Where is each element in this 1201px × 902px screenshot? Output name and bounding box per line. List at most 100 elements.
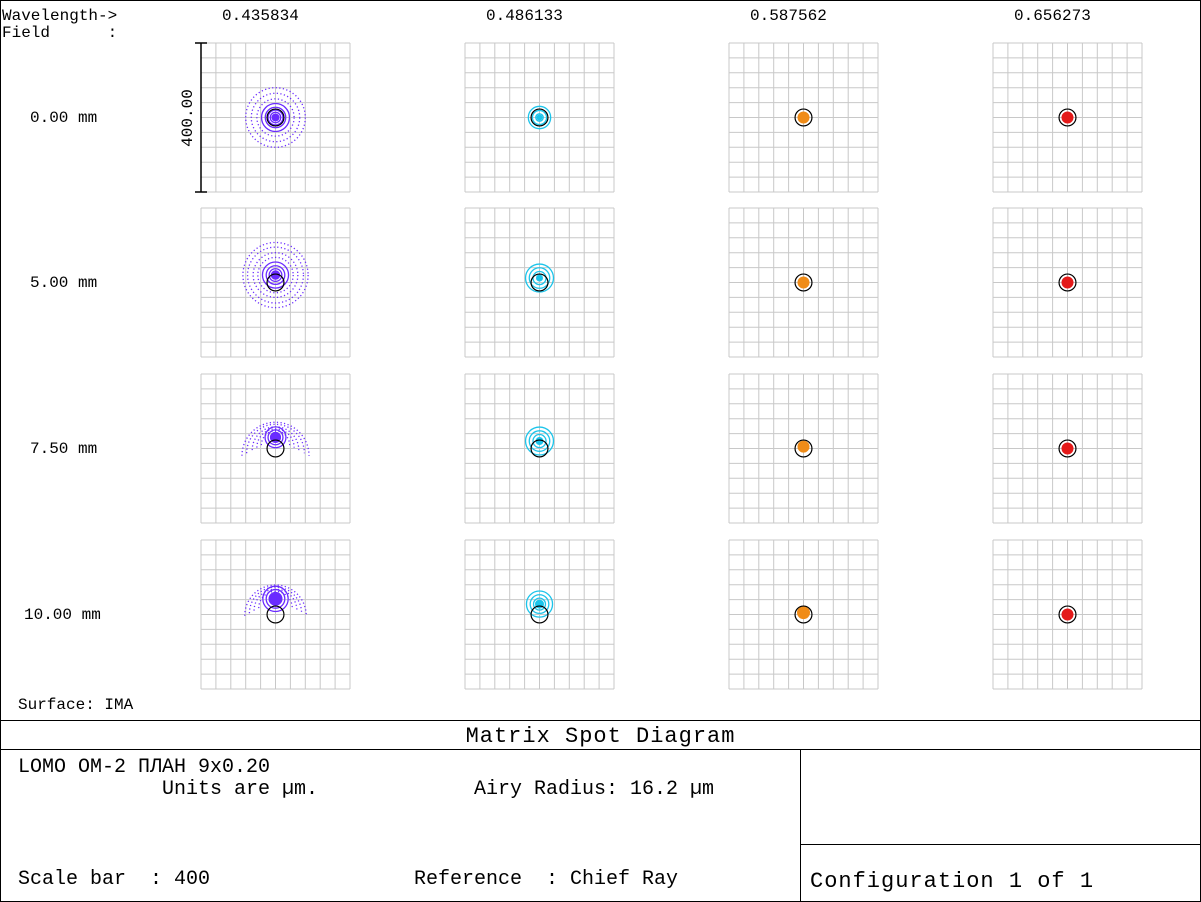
spot-ring-r2-c1-4 <box>257 256 294 294</box>
spot-ring-r2-c1-3 <box>252 252 299 299</box>
spot-ring-r2-c2-1 <box>524 263 555 293</box>
airy-circle-r2-c2 <box>530 273 549 292</box>
spot-ring-r3-c2-2 <box>528 430 551 452</box>
wavelength-label-4: 0.656273 <box>1014 7 1091 25</box>
spot-ring-r1-c1-6 <box>267 109 284 126</box>
airy-circle-r3-c3 <box>794 439 813 458</box>
spot-core-r4-c3 <box>797 606 810 620</box>
spot-core-r2-c3 <box>797 276 810 289</box>
spot-ring-r4-c1-4 <box>258 590 293 609</box>
airy-circle-r4-c4 <box>1058 605 1077 624</box>
spot-ring-r4-c1-1 <box>244 584 307 616</box>
spot-ring-r2-c2-2 <box>528 267 551 289</box>
spot-ring-r4-c2-1 <box>525 590 554 618</box>
spot-ring-r3-c1-5 <box>260 430 291 446</box>
spot-ring-r2-c1-7 <box>268 268 283 283</box>
field-label-2: 5.00 mm <box>30 274 98 292</box>
airy-circle-r2-c1 <box>266 273 285 292</box>
spot-core-r4-c1 <box>269 592 282 605</box>
spot-core-r1-c2 <box>536 114 543 121</box>
wavelength-label-3: 0.587562 <box>750 7 827 25</box>
spot-core-r3-c3 <box>797 440 810 453</box>
spot-ring-r4-c1-6 <box>265 588 286 609</box>
info-side-top <box>800 749 1201 845</box>
spot-ring-r2-c1-5 <box>261 261 290 289</box>
spot-grid-r4-c2 <box>464 539 615 690</box>
spot-ring-r2-c1-1 <box>242 241 309 309</box>
airy-circle-r1-c1 <box>266 108 285 127</box>
configuration-text: Configuration 1 of 1 <box>810 869 1095 894</box>
field-label-4: 10.00 mm <box>24 606 101 624</box>
spot-grid-r2-c3 <box>728 207 879 358</box>
spot-ring-r1-c1-1 <box>245 87 306 148</box>
spot-ring-r1-c1-5 <box>264 106 287 129</box>
airy-radius-text: Airy Radius: 16.2 µm <box>474 778 715 801</box>
spot-grid-r2-c2 <box>464 207 615 358</box>
spot-ring-r1-c1-2 <box>250 92 301 143</box>
spot-ring-r4-c2-3 <box>532 597 547 611</box>
spot-ring-r4-c1-7 <box>268 591 283 606</box>
spot-ring-r1-c2-2 <box>531 109 548 126</box>
spot-ring-r1-c1-4 <box>260 102 291 133</box>
spot-core-r1-c4 <box>1061 111 1074 124</box>
spot-ring-r3-c2-1 <box>524 426 555 456</box>
spot-ring-r4-c1-2 <box>248 586 303 614</box>
spot-grid-r1-c3 <box>728 42 879 193</box>
field-label-3: 7.50 mm <box>30 440 98 458</box>
spot-core-r3-c4 <box>1061 442 1074 455</box>
spot-grid-r4-c1 <box>200 539 351 690</box>
airy-circle-r4-c2 <box>530 605 549 624</box>
field-header-label: Field : <box>2 24 118 42</box>
spot-ring-r3-c1-1 <box>241 421 310 456</box>
spot-grid-r3-c2 <box>464 373 615 524</box>
spot-core-r3-c2 <box>535 437 544 446</box>
spot-ring-r2-c1-2 <box>246 246 305 304</box>
spot-ring-r3-c1-7 <box>267 429 284 446</box>
spot-core-r1-c1 <box>272 114 279 121</box>
diagram-title: Matrix Spot Diagram <box>465 724 736 749</box>
spot-ring-r1-c1-7 <box>269 111 282 124</box>
spot-ring-r3-c1-4 <box>256 428 295 448</box>
spot-ring-r1-c2-1 <box>527 105 552 130</box>
surface-label: Surface: IMA <box>18 696 134 714</box>
spot-core-r2-c2 <box>536 274 543 282</box>
spot-grid-r1-c2 <box>464 42 615 193</box>
airy-circle-r2-c3 <box>794 273 813 292</box>
airy-circle-r1-c3 <box>794 108 813 127</box>
reference-text: Reference : Chief Ray <box>414 868 679 891</box>
airy-circle-r3-c2 <box>530 439 549 458</box>
scale-bar-label: 400.00 <box>179 89 197 147</box>
spot-core-r1-c3 <box>797 111 810 124</box>
spot-grid-r3-c1 <box>200 373 351 524</box>
spot-ring-r1-c2-3 <box>535 113 544 122</box>
airy-circle-r3-c4 <box>1058 439 1077 458</box>
spot-grid-r2-c1 <box>200 207 351 358</box>
spot-ring-r1-c1-3 <box>256 98 295 137</box>
airy-circle-r2-c4 <box>1058 273 1077 292</box>
system-name: LOMO OM-2 ПЛАН 9x0.20 <box>18 756 271 779</box>
airy-circle-r4-c3 <box>794 605 813 624</box>
airy-circle-r1-c2 <box>530 108 549 127</box>
spot-ring-r3-c2-3 <box>532 433 547 449</box>
wavelength-header-label: Wavelength-> <box>2 7 118 25</box>
airy-circle-r3-c1 <box>266 439 285 458</box>
spot-ring-r2-c1-6 <box>265 265 286 286</box>
spot-grid-r1-c1 <box>200 42 351 193</box>
units-text: Units are µm. <box>162 778 319 801</box>
airy-circle-r1-c4 <box>1058 108 1077 127</box>
spot-ring-r4-c2-2 <box>529 594 550 615</box>
spot-grid-r1-c4 <box>992 42 1143 193</box>
airy-circle-r4-c1 <box>266 605 285 624</box>
spot-grid-r3-c3 <box>728 373 879 524</box>
scale-bar-text: Scale bar : 400 <box>18 868 211 891</box>
field-label-1: 0.00 mm <box>30 109 98 127</box>
spot-grid-r4-c3 <box>728 539 879 690</box>
spot-matrix-plot <box>195 42 1143 690</box>
spot-core-r2-c4 <box>1061 276 1074 289</box>
wavelength-label-1: 0.435834 <box>222 7 299 25</box>
wavelength-label-2: 0.486133 <box>486 7 563 25</box>
spot-core-r4-c4 <box>1061 608 1074 621</box>
spot-grid-r2-c4 <box>992 207 1143 358</box>
spot-ring-r4-c1-5 <box>262 585 289 613</box>
